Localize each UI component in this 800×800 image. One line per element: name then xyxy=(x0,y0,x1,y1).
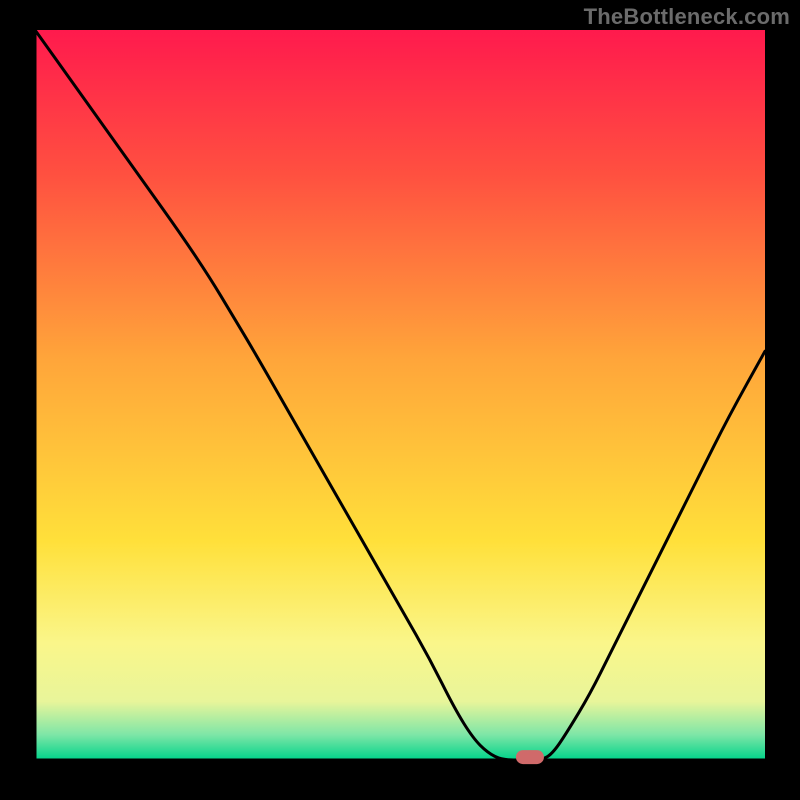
optimum-marker xyxy=(516,750,544,764)
bottleneck-chart xyxy=(0,0,800,800)
watermark-text: TheBottleneck.com xyxy=(584,4,790,30)
chart-root: { "watermark": { "text": "TheBottleneck.… xyxy=(0,0,800,800)
plot-background xyxy=(35,30,765,760)
